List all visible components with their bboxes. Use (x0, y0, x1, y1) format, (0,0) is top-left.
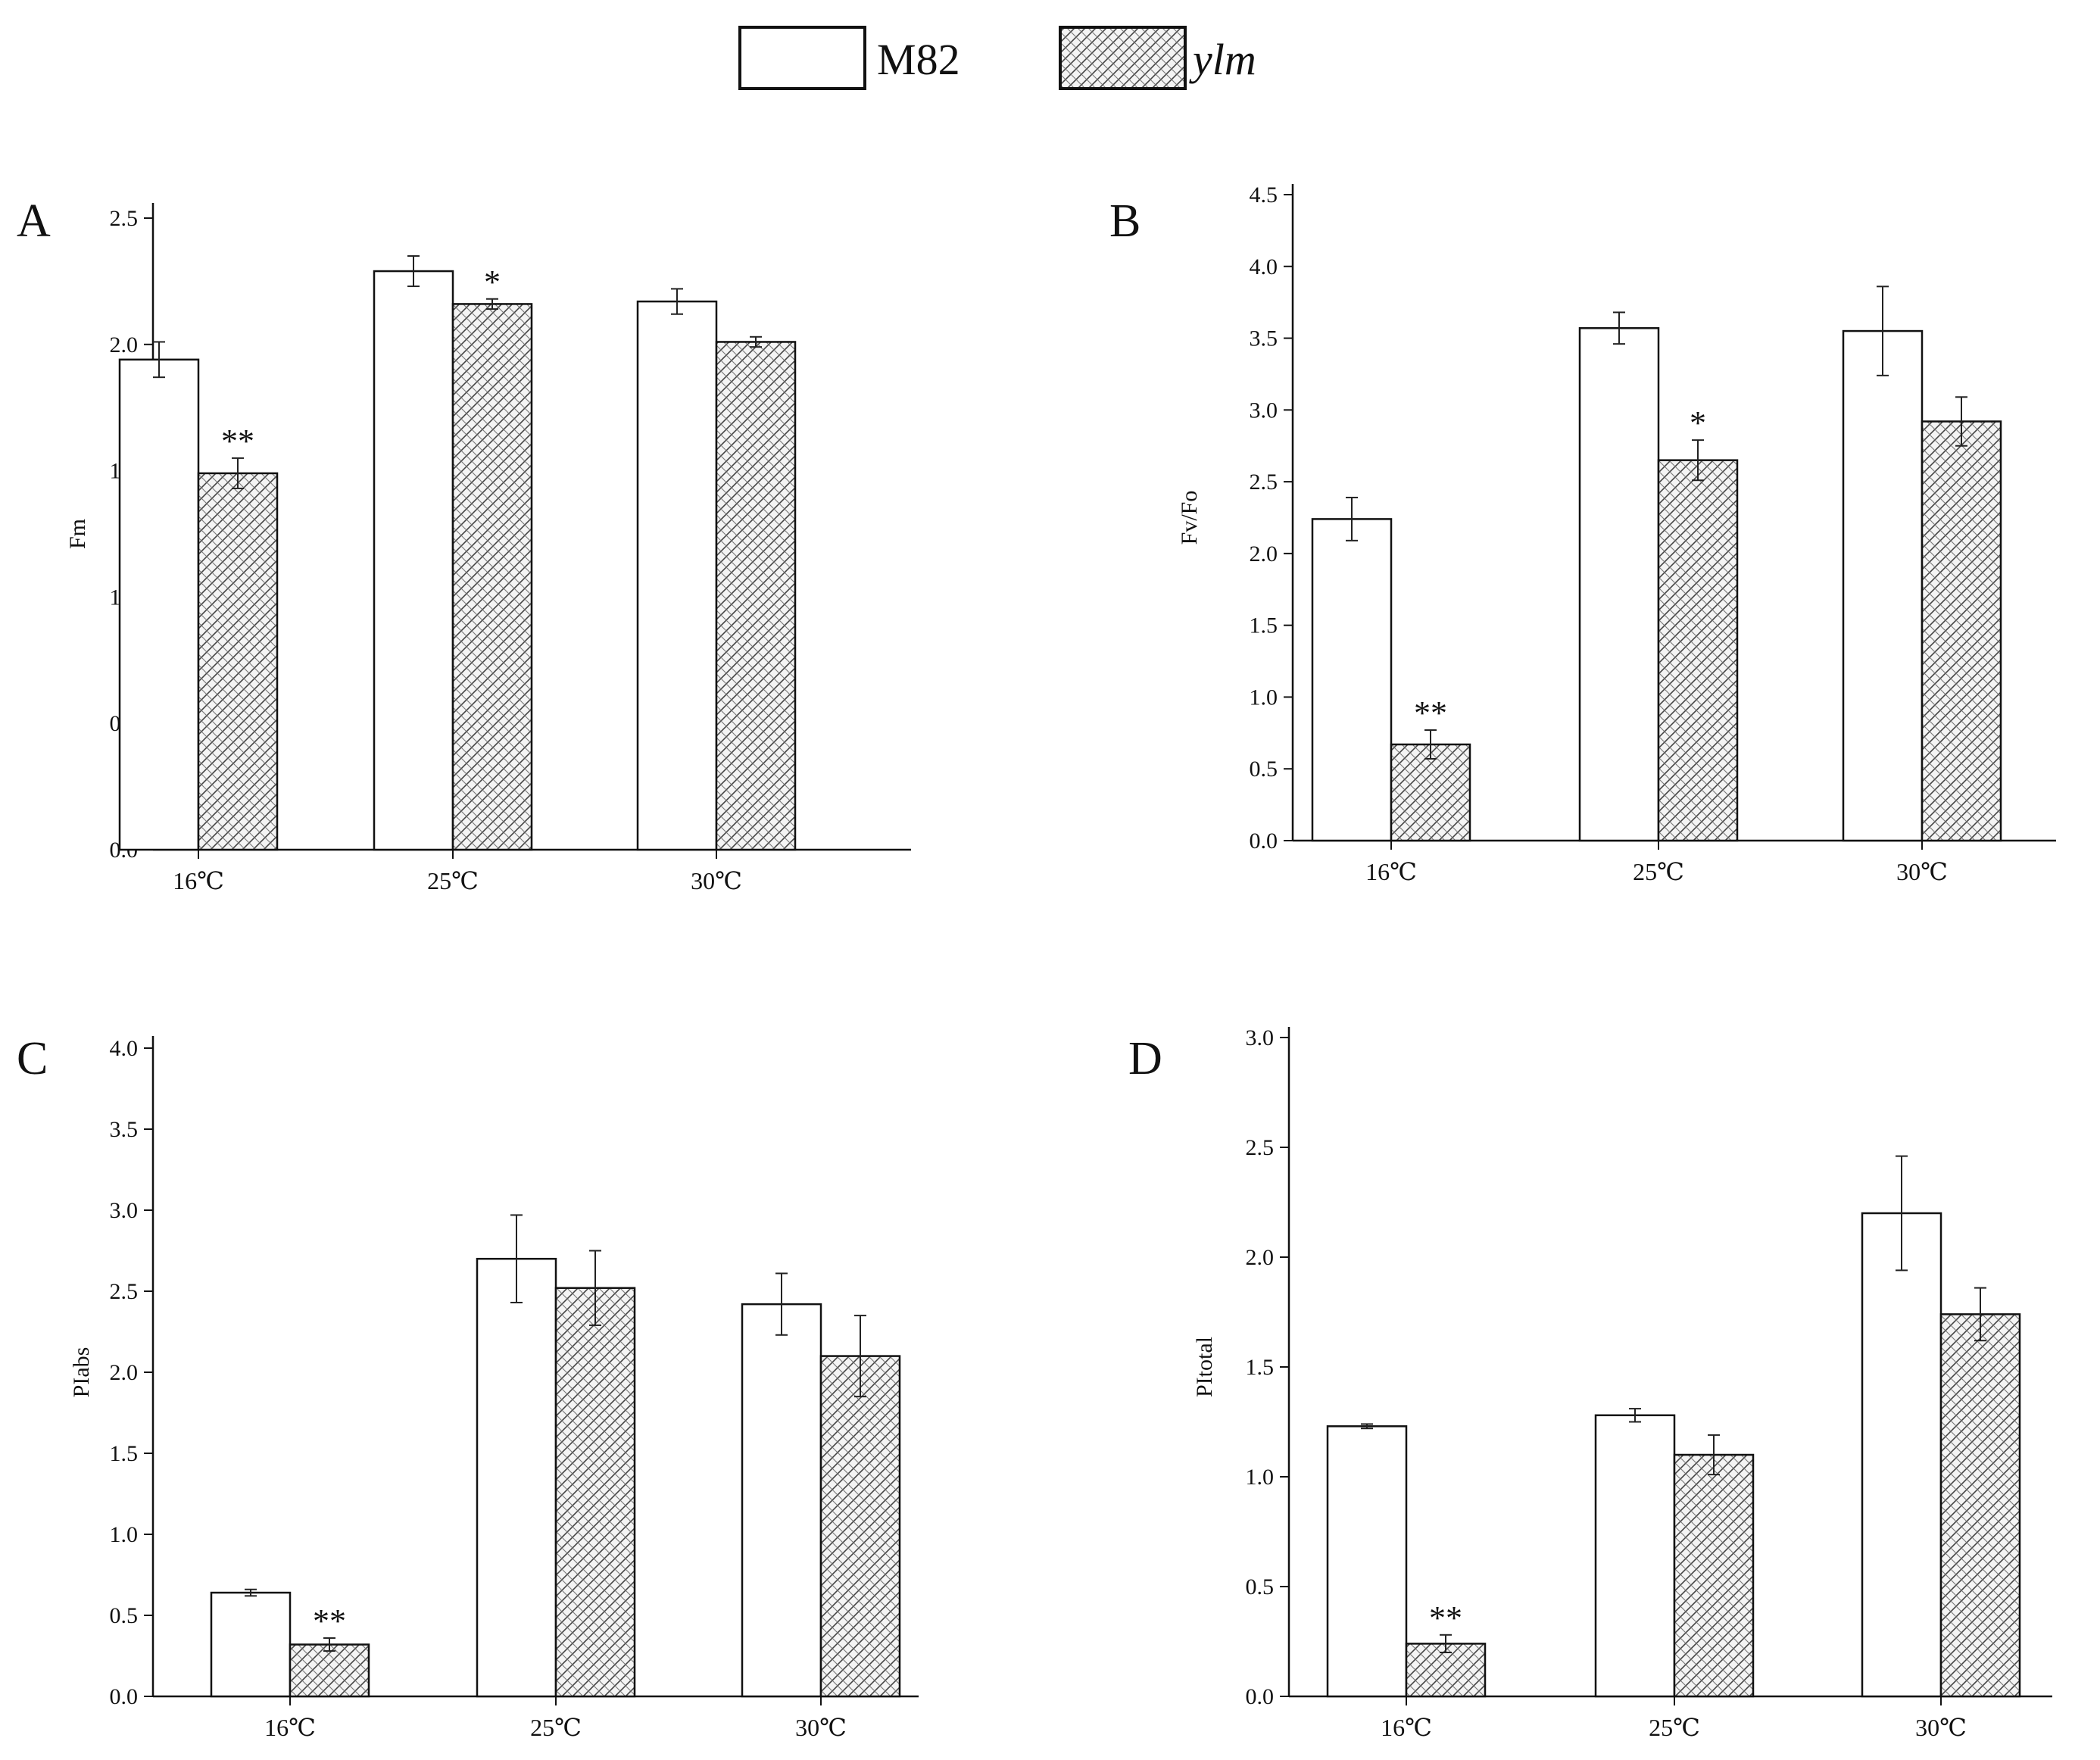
bar-ylm (1921, 420, 2002, 842)
panel-c: C PIabs 0.0 0.5 1.0 1.5 2.0 2.5 3.0 3.5 4.0 16℃ ** 25… (17, 1033, 919, 1741)
y-tick-label: 0.0 (110, 1684, 139, 1709)
y-tick-label: 2.0 (1246, 1245, 1275, 1270)
y-tick-label: 3.5 (110, 1117, 139, 1142)
bar-m82 (1861, 1212, 1942, 1698)
y-tick-label: 1.0 (110, 1522, 139, 1547)
y-tick-label: 2.5 (1246, 1135, 1275, 1160)
legend-swatch-m82 (738, 26, 866, 90)
y-axis-title: Fv/Fo (1177, 491, 1202, 545)
bar-m82 (118, 358, 200, 851)
bar-m82 (476, 1257, 557, 1698)
y-tick-label: 0.5 (110, 1603, 139, 1628)
significance-marker: * (1690, 404, 1706, 442)
y-tick-label: 1.0 (1246, 1465, 1275, 1490)
x-tick-label: 16℃ (264, 1714, 316, 1741)
y-tick-label: 2.5 (1250, 470, 1278, 495)
x-tick-label: 30℃ (1915, 1714, 1967, 1741)
bar-m82 (1842, 329, 1924, 842)
y-tick-label: 0.0 (1250, 829, 1278, 853)
bar-ylm (197, 472, 279, 851)
panel-a: AFm0.00.51.01.52.02.516℃**25℃*30℃ (17, 195, 911, 894)
y-tick-label: 1.5 (110, 1441, 139, 1466)
y-axis-title: PItotal (1192, 1337, 1217, 1397)
significance-marker: ** (1414, 694, 1447, 732)
legend-label-m82: M82 (877, 35, 960, 84)
bar-ylm (1657, 459, 1739, 842)
bar-ylm (819, 1355, 901, 1698)
x-tick-label: 16℃ (1365, 858, 1417, 885)
panel-label: C (17, 1033, 48, 1084)
y-tick-label: 0.0 (1246, 1684, 1275, 1709)
significance-marker: * (484, 264, 501, 301)
y-tick-label: 3.5 (1250, 326, 1278, 351)
x-tick-label: 25℃ (530, 1714, 582, 1741)
significance-marker: ** (313, 1602, 346, 1640)
bar-ylm (554, 1287, 636, 1698)
bar-m82 (636, 300, 718, 851)
y-axis-title: Fm (65, 519, 90, 549)
panel-label: A (17, 195, 51, 247)
y-tick-label: 0.5 (1246, 1574, 1275, 1599)
bar-ylm (289, 1643, 370, 1698)
x-tick-label: 30℃ (1896, 858, 1948, 885)
x-tick-label: 16℃ (1381, 1714, 1432, 1741)
y-tick-label: 3.0 (1246, 1025, 1275, 1050)
panel-label: D (1128, 1033, 1162, 1084)
y-tick-label: 1.0 (1250, 685, 1278, 710)
bar-m82 (210, 1591, 292, 1698)
y-tick-label: 4.0 (110, 1036, 139, 1061)
bar-m82 (741, 1303, 822, 1698)
bar-m82 (1326, 1425, 1408, 1698)
y-tick-label: 4.5 (1250, 183, 1278, 208)
y-tick-label: 2.5 (110, 206, 139, 231)
bar-m82 (1578, 327, 1660, 842)
y-tick-label: 0.5 (1250, 757, 1278, 782)
y-tick-label: 4.0 (1250, 254, 1278, 279)
significance-marker: ** (221, 423, 254, 460)
bar-ylm (1390, 743, 1471, 842)
legend-swatch-ylm (1059, 26, 1187, 90)
y-tick-label: 3.0 (1250, 398, 1278, 423)
y-axis-title: PIabs (69, 1347, 94, 1398)
y-tick-label: 2.0 (110, 1360, 139, 1385)
panel-d: D PItotal 0.0 0.5 1.0 1.5 2.0 2.5 3.0 16℃ ** 25℃ 30℃ (1128, 1025, 2052, 1741)
y-tick-label: 3.0 (110, 1198, 139, 1223)
x-tick-label: 25℃ (1649, 1714, 1700, 1741)
y-tick-label: 2.0 (1250, 541, 1278, 566)
panel-label: B (1109, 195, 1140, 247)
x-tick-label: 16℃ (173, 867, 224, 894)
x-tick-label: 30℃ (691, 867, 742, 894)
significance-marker: ** (1429, 1599, 1462, 1637)
x-tick-label: 25℃ (427, 867, 479, 894)
bar-ylm (451, 303, 533, 851)
bar-m82 (373, 270, 454, 851)
legend-label-ylm: ylm (1189, 35, 1256, 84)
y-tick-label: 1.5 (1246, 1355, 1275, 1380)
bar-m82 (1594, 1414, 1676, 1698)
x-tick-label: 25℃ (1633, 858, 1684, 885)
bar-ylm (1939, 1313, 2021, 1698)
panel-b: B Fv/Fo 0.0 0.5 1.0 1.5 2.0 2.5 3.0 3.5 4.0 4.5 16℃ *… (1109, 183, 2056, 885)
y-tick-label: 2.0 (110, 332, 139, 357)
x-tick-label: 30℃ (795, 1714, 847, 1741)
bar-m82 (1311, 518, 1393, 842)
bar-ylm (715, 341, 797, 851)
bar-ylm (1673, 1453, 1755, 1698)
y-tick-label: 2.5 (110, 1279, 139, 1304)
legend: M82 ylm (738, 26, 1256, 90)
y-tick-label: 1.5 (1250, 613, 1278, 638)
